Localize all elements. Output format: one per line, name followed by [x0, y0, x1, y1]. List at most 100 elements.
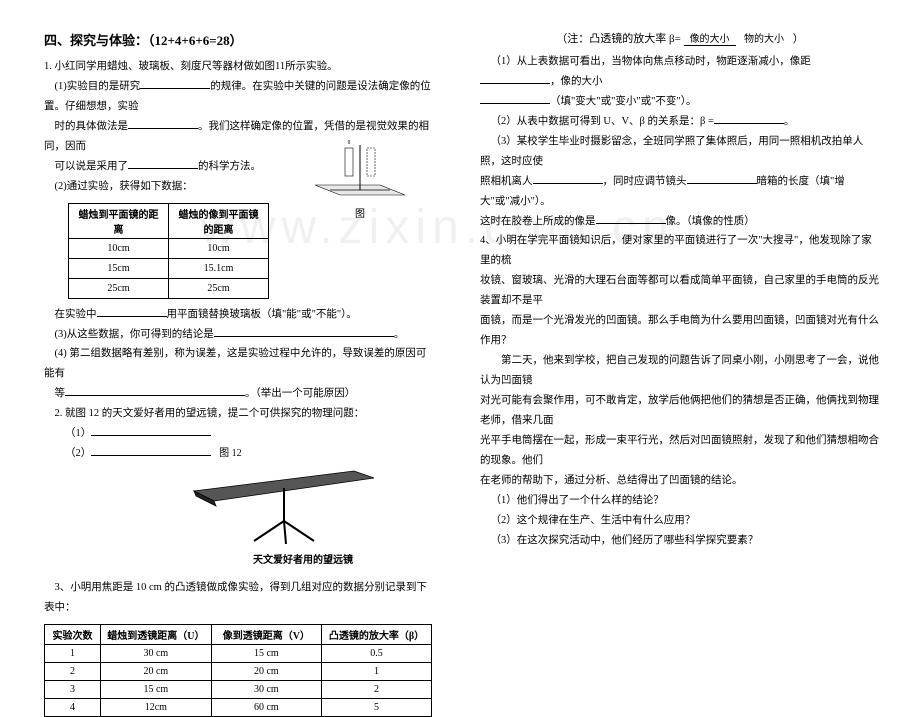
- t2-r1c1: 1: [45, 644, 101, 662]
- q2-1: （1）: [44, 424, 432, 444]
- t2-r4c4: 5: [322, 698, 432, 716]
- q1-2b-a: 在实验中: [55, 309, 97, 320]
- note-a: （注：凸透镜的放大率 β=: [556, 33, 681, 45]
- q3-intro: 3、小明用焦距是 10 cm 的凸透镜做成像实验，得到几组对应的数据分别记录到下…: [44, 578, 432, 618]
- t1-r1c1: 10cm: [69, 238, 169, 258]
- blank: [65, 384, 245, 396]
- blank: [128, 157, 198, 169]
- figure-11: 图: [310, 140, 410, 220]
- t1-r3c1: 25cm: [69, 278, 169, 298]
- telescope-label: 天文爱好者用的望远镜: [174, 551, 432, 566]
- q2-intro: 2. 就图 12 的天文爱好者用的望远镜，提二个可供探究的物理问题：: [44, 404, 432, 424]
- q1-1c-text: 时的具体做法是: [55, 121, 129, 132]
- t2-r4c1: 4: [45, 698, 101, 716]
- t2-r4c3: 60 cm: [211, 698, 321, 716]
- t2-h2: 蜡烛到透镜距离（U）: [101, 624, 211, 644]
- t1-r1c2: 10cm: [169, 238, 269, 258]
- t1-h1: 蜡烛到平面镜的距离: [69, 203, 169, 238]
- blank: [97, 305, 167, 317]
- r3b-line: 照相机离人，同时应调节镜头暗箱的长度（填"增大"或"减小"）。: [480, 172, 880, 212]
- q1-4b-line: 等 。（举出一个可能原因）: [44, 384, 432, 404]
- figure-12: 天文爱好者用的望远镜: [174, 466, 432, 566]
- t2-r2c2: 20 cm: [101, 662, 211, 680]
- blank: [140, 77, 210, 89]
- t2-r2c1: 2: [45, 662, 101, 680]
- t2-r3c4: 2: [322, 680, 432, 698]
- t2-r3c1: 3: [45, 680, 101, 698]
- blank: [687, 172, 757, 184]
- table2: 实验次数 蜡烛到透镜距离（U） 像到透镜距离（V） 凸透镜的放大率（β） 130…: [44, 624, 432, 717]
- blank: [714, 112, 784, 124]
- q1-2b: 在实验中 用平面镜替换玻璃板（填"能"或"不能"）。: [44, 305, 432, 325]
- q1-1a-text: (1)实验目的是研究: [55, 81, 141, 92]
- t2-r3c3: 30 cm: [211, 680, 321, 698]
- q4-d: 第二天，他来到学校，把自己发现的问题告诉了同桌小刚，小刚思考了一会，说他认为凹面…: [480, 351, 880, 391]
- section-title: 四、探究与体验：（12+4+6+6=28）: [44, 30, 432, 49]
- t2-r2c4: 1: [322, 662, 432, 680]
- table1: 蜡烛到平面镜的距离 蜡烛的像到平面镜的距离 10cm10cm 15cm15.1c…: [68, 203, 269, 299]
- q4-g: 在老师的帮助下，通过分析、总结得出了凹面镜的结论。: [480, 471, 880, 491]
- note-line: （注：凸透镜的放大率 β= 像的大小 物的大小 ）: [480, 30, 880, 46]
- t2-r1c3: 15 cm: [211, 644, 321, 662]
- q1-1-line1: (1)实验目的是研究的规律。在实验中关键的问题是设法确定像的位置。仔细想想，实验: [44, 77, 432, 117]
- q1-4a: (4) 第二组数据略有差别，称为误差，这是实验过程中允许的，导致误差的原因可能有: [44, 344, 432, 384]
- r2: （2）从表中数据可得到 U、V、β 的关系是：β =。: [480, 112, 880, 132]
- r3c: ，同时应调节镜头: [603, 176, 687, 187]
- blank: [480, 72, 550, 84]
- fig11-label: 图: [310, 205, 410, 220]
- t2-r1c2: 30 cm: [101, 644, 211, 662]
- r1a: （1）从上表数据可看出，当物体向焦点移动时，物距逐渐减小，像距: [491, 56, 811, 67]
- t2-r4c2: 12cm: [101, 698, 211, 716]
- t1-r2c1: 15cm: [69, 258, 169, 278]
- r3a-line: （3）某校学生毕业时摄影留念，全班同学照了集体照后，用同一照相机改拍单人照，这时…: [480, 132, 880, 172]
- q1-intro: 1. 小红同学用蜡烛、玻璃板、刻度尺等器材做如图11所示实验。: [44, 57, 432, 77]
- t2-r2c3: 20 cm: [211, 662, 321, 680]
- t1-r2c2: 15.1cm: [169, 258, 269, 278]
- q2-2: （2） 图 12: [44, 444, 432, 464]
- q1-4c-text: 。（举出一个可能原因）: [245, 388, 355, 399]
- r3f: 像。（填像的性质）: [666, 216, 755, 227]
- q4-2: （2）这个规律在生产、生活中有什么应用？: [480, 511, 880, 531]
- blank: [480, 92, 550, 104]
- note-b: ）: [793, 33, 804, 45]
- q1-3-end: 。: [394, 329, 405, 340]
- r1c: （填"变大"或"变小"或"不变"）。: [550, 96, 696, 107]
- blank: [533, 172, 603, 184]
- q4-3: （3）在这次探究活动中，他们经历了哪些科学探究要素？: [480, 531, 880, 551]
- q4-b: 妆镜、窗玻璃、光滑的大理石台面等都可以看成简单平面镜，自己家里的手电筒的反光装置…: [480, 271, 880, 311]
- blank: [214, 325, 394, 337]
- r3e: 这时在胶卷上所成的像是: [480, 216, 596, 227]
- t2-h4: 凸透镜的放大率（β）: [322, 624, 432, 644]
- q4-1: （1）他们得出了一个什么样的结论？: [480, 491, 880, 511]
- q2-1-text: （1）: [65, 428, 91, 439]
- t1-r3c2: 25cm: [169, 278, 269, 298]
- t2-r1c4: 0.5: [322, 644, 432, 662]
- frac-den: 物的大小: [738, 34, 790, 45]
- q2-2-text: （2）: [65, 448, 91, 459]
- q4-a: 4、小明在学完平面镜知识后，便对家里的平面镜进行了一次"大搜寻"，他发现除了家里…: [480, 231, 880, 271]
- r1: （1）从上表数据可看出，当物体向焦点移动时，物距逐渐减小，像距 ，像的大小: [480, 52, 880, 92]
- blank: [596, 212, 666, 224]
- q1-2b-b: 用平面镜替换玻璃板（填"能"或"不能"）。: [167, 309, 357, 320]
- q1-3-text: (3)从这些数据，你可得到的结论是: [55, 329, 214, 340]
- frac-num: 像的大小: [684, 34, 736, 46]
- blank: [91, 424, 211, 436]
- t2-r3c2: 15 cm: [101, 680, 211, 698]
- r1b: ，像的大小: [550, 76, 603, 87]
- t2-h1: 实验次数: [45, 624, 101, 644]
- blank: [91, 444, 211, 456]
- q1-3: (3)从这些数据，你可得到的结论是 。: [44, 325, 432, 345]
- q1-1f-text: 的科学方法。: [198, 161, 261, 172]
- q1-4b-text: 等: [55, 388, 66, 399]
- r3e-line: 这时在胶卷上所成的像是 像。（填像的性质）: [480, 212, 880, 232]
- r1c-line: （填"变大"或"变小"或"不变"）。: [480, 92, 880, 112]
- q4-f: 光平手电筒摆在一起，形成一束平行光，然后对凹面镜照射，发现了和他们猜想相吻合的现…: [480, 431, 880, 471]
- fraction: 像的大小 物的大小: [684, 34, 791, 45]
- r2b: 。: [784, 116, 795, 127]
- q4-e: 对光可能有会聚作用，可不敢肯定，放学后他俩把他们的猜想是否正确，他俩找到物理老师…: [480, 391, 880, 431]
- r3b: 照相机离人: [480, 176, 533, 187]
- blank: [128, 117, 198, 129]
- q4-c: 面镜，而是一个光滑发光的凹面镜。那么手电筒为什么要用凹面镜，凹面镜对光有什么作用…: [480, 311, 880, 351]
- t1-h2: 蜡烛的像到平面镜的距离: [169, 203, 269, 238]
- t2-h3: 像到透镜距离（V）: [211, 624, 321, 644]
